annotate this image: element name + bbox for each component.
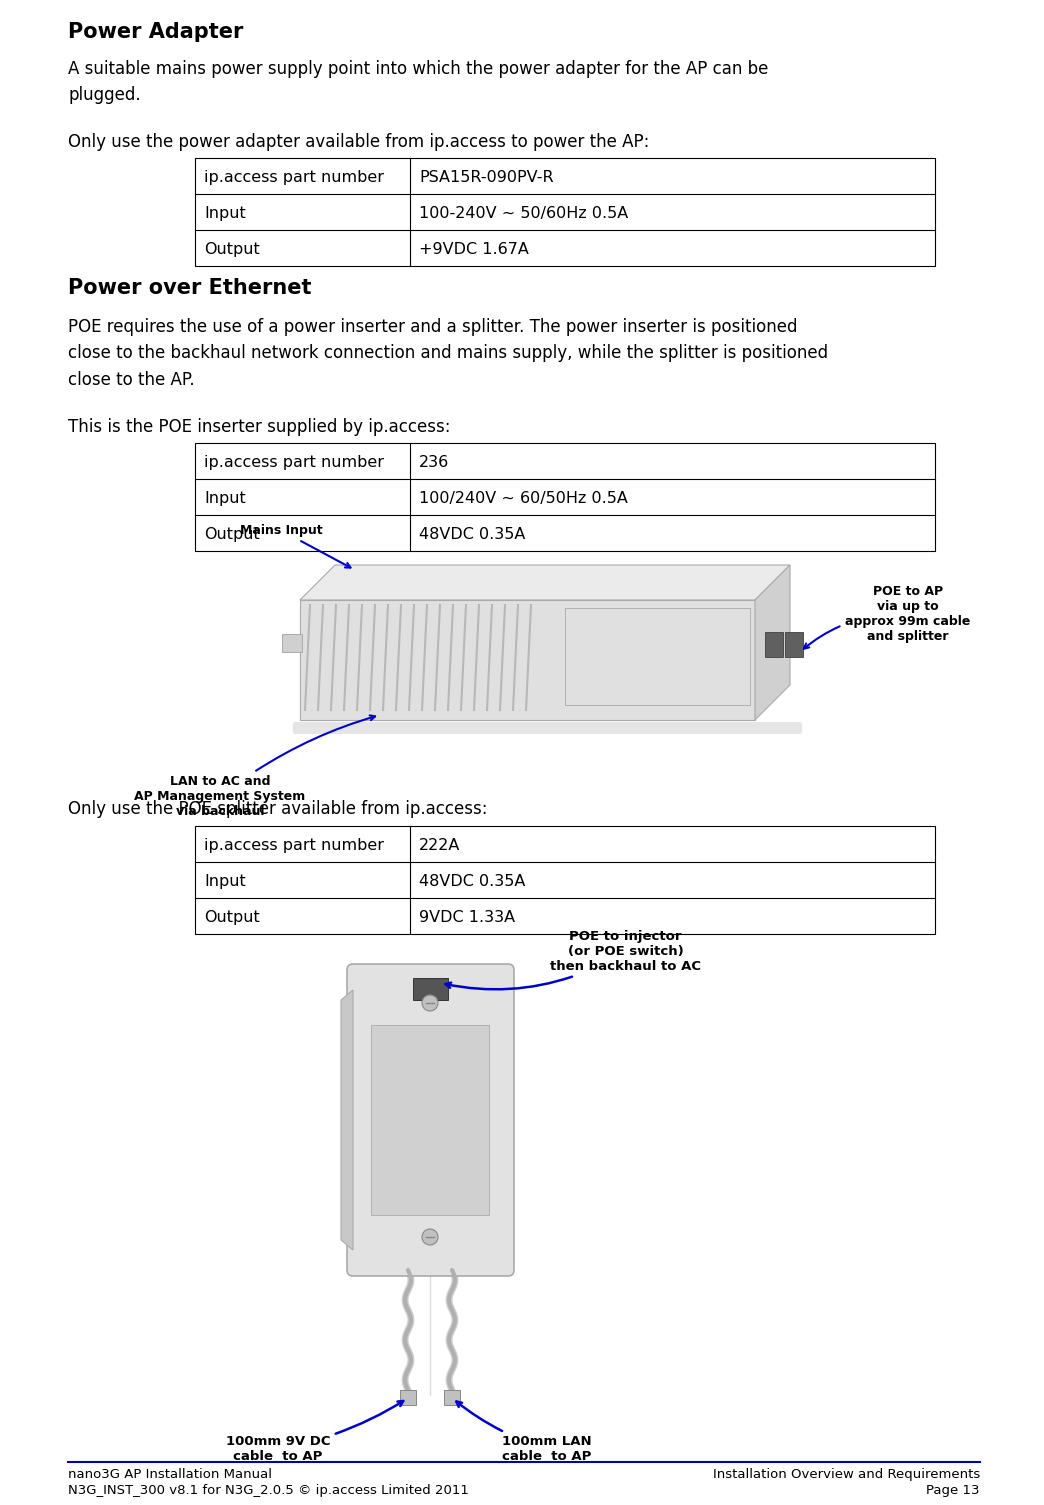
Text: PSA15R-090PV-R: PSA15R-090PV-R [419,170,553,185]
Text: A suitable mains power supply point into which the power adapter for the AP can : A suitable mains power supply point into… [68,60,768,104]
Bar [413,978,448,999]
Polygon shape [341,990,353,1251]
FancyBboxPatch shape [293,722,802,734]
Text: 100mm LAN
cable  to AP: 100mm LAN cable to AP [456,1401,592,1463]
Text: Installation Overview and Requirements: Installation Overview and Requirements [713,1467,980,1481]
Bar [371,1025,489,1215]
Text: Output: Output [204,242,260,256]
Polygon shape [755,564,790,719]
Text: 48VDC 0.35A: 48VDC 0.35A [419,873,525,888]
Text: ip.access part number: ip.access part number [204,455,384,470]
Text: Output: Output [204,527,260,542]
Text: N3G_INST_300 v8.1 for N3G_2.0.5 © ip.access Limited 2011: N3G_INST_300 v8.1 for N3G_2.0.5 © ip.acc… [68,1484,469,1497]
Bar [195,158,935,266]
Text: This is the POE inserter supplied by ip.access:: This is the POE inserter supplied by ip.… [68,418,451,436]
Polygon shape [300,564,790,600]
Text: Page 13: Page 13 [926,1484,980,1497]
Bar [765,632,783,658]
Text: 236: 236 [419,455,449,470]
Text: +9VDC 1.67A: +9VDC 1.67A [419,242,529,256]
Text: POE to injector
(or POE switch)
then backhaul to AC: POE to injector (or POE switch) then bac… [446,930,701,989]
Bar [195,826,935,935]
Circle shape [422,1230,438,1245]
Bar [195,442,935,551]
FancyBboxPatch shape [347,965,514,1276]
Bar [444,1391,460,1406]
Text: Only use the power adapter available from ip.access to power the AP:: Only use the power adapter available fro… [68,132,649,150]
Text: 48VDC 0.35A: 48VDC 0.35A [419,527,525,542]
Text: Input: Input [204,206,245,221]
Bar [300,600,755,719]
Text: Power Adapter: Power Adapter [68,23,243,42]
Text: Output: Output [204,909,260,924]
Bar [400,1391,416,1406]
Text: ip.access part number: ip.access part number [204,170,384,185]
Text: Mains Input: Mains Input [240,524,351,567]
Text: Input: Input [204,491,245,506]
Circle shape [422,995,438,1011]
Text: POE requires the use of a power inserter and a splitter. The power inserter is p: POE requires the use of a power inserter… [68,318,828,388]
Bar [282,634,302,652]
Text: 100-240V ~ 50/60Hz 0.5A: 100-240V ~ 50/60Hz 0.5A [419,206,628,221]
Text: Only use the POE splitter available from ip.access:: Only use the POE splitter available from… [68,801,488,819]
Text: Input: Input [204,873,245,888]
Text: LAN to AC and
AP Management System
via backhaul: LAN to AC and AP Management System via b… [135,715,375,819]
Text: Power over Ethernet: Power over Ethernet [68,278,311,298]
Text: nano3G AP Installation Manual: nano3G AP Installation Manual [68,1467,272,1481]
Text: ip.access part number: ip.access part number [204,838,384,852]
Text: 222A: 222A [419,838,460,852]
Text: 100/240V ~ 60/50Hz 0.5A: 100/240V ~ 60/50Hz 0.5A [419,491,627,506]
Text: POE to AP
via up to
approx 99m cable
and splitter: POE to AP via up to approx 99m cable and… [804,585,970,649]
Text: 100mm 9V DC
cable  to AP: 100mm 9V DC cable to AP [226,1401,403,1463]
Bar [785,632,803,658]
Text: 9VDC 1.33A: 9VDC 1.33A [419,909,515,924]
